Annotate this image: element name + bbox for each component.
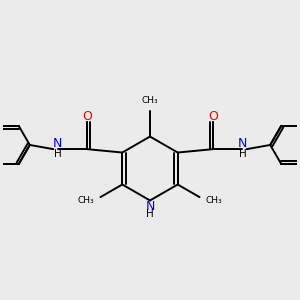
Text: O: O <box>82 110 92 123</box>
Text: N: N <box>53 137 62 150</box>
Text: CH₃: CH₃ <box>78 196 94 205</box>
Text: CH₃: CH₃ <box>206 196 222 205</box>
Text: H: H <box>238 149 246 159</box>
Text: H: H <box>54 149 61 159</box>
Text: O: O <box>208 110 218 123</box>
Text: N: N <box>145 200 155 213</box>
Text: N: N <box>238 137 247 150</box>
Text: H: H <box>146 209 154 219</box>
Text: CH₃: CH₃ <box>142 96 158 105</box>
